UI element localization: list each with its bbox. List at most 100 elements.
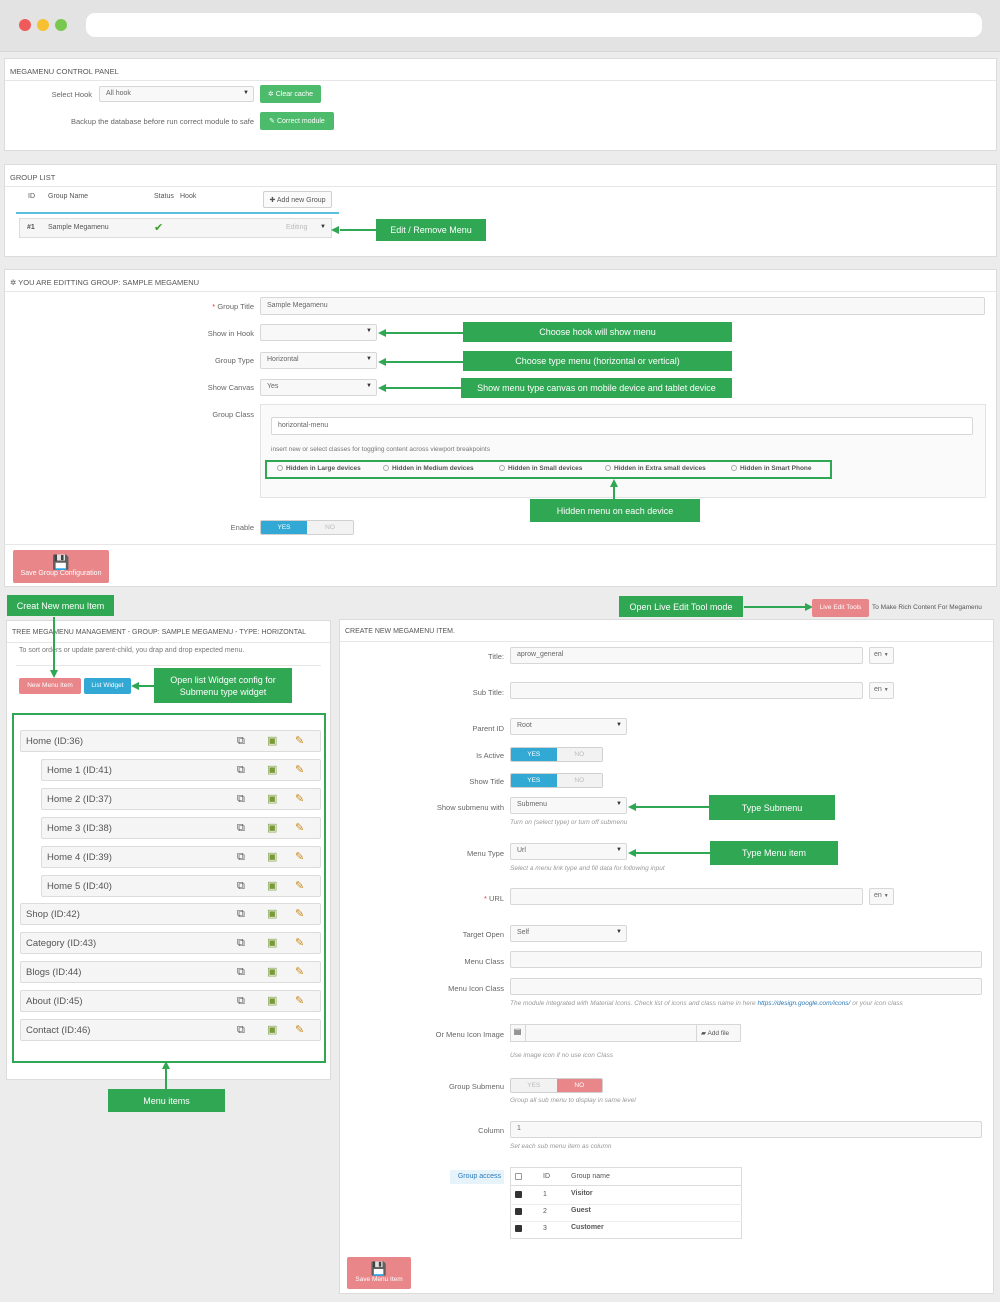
duplicate-icon[interactable]: ⧉ (237, 995, 245, 1007)
delete-icon[interactable]: ▣ (267, 880, 278, 892)
show-title-toggle[interactable]: YES NO (510, 773, 603, 788)
edit-pencil-icon[interactable]: ✎ (295, 793, 305, 805)
save-group-configuration-button[interactable]: 💾 Save Group Configuration (13, 550, 109, 583)
editing-button[interactable]: Editing (286, 224, 308, 231)
duplicate-icon[interactable]: ⧉ (237, 880, 245, 892)
tree-menu-item[interactable]: Shop (ID:42) ⧉ ▣ ✎ (20, 903, 321, 925)
duplicate-icon[interactable]: ⧉ (237, 822, 245, 834)
edit-pencil-icon[interactable]: ✎ (295, 735, 305, 747)
add-new-group-button[interactable]: ✚ Add new Group (263, 191, 332, 208)
access-checkbox[interactable] (515, 1207, 522, 1216)
edit-pencil-icon[interactable]: ✎ (295, 880, 305, 892)
tree-menu-item[interactable]: Home 1 (ID:41) ⧉ ▣ ✎ (41, 759, 321, 781)
list-widget-button[interactable]: List Widget (84, 678, 131, 694)
maximize-window-dot[interactable] (55, 19, 67, 31)
url-lang-select[interactable]: en ▼ (869, 888, 894, 905)
title-lang-select[interactable]: en ▼ (869, 647, 894, 664)
row-actions-dropdown-icon[interactable]: ▼ (320, 224, 326, 230)
edit-pencil-icon[interactable]: ✎ (295, 1024, 305, 1036)
duplicate-icon[interactable]: ⧉ (237, 937, 245, 949)
minimize-window-dot[interactable] (37, 19, 49, 31)
duplicate-icon[interactable]: ⧉ (237, 764, 245, 776)
delete-icon[interactable]: ▣ (267, 1024, 278, 1036)
hidden-large-radio[interactable]: Hidden in Large devices (277, 465, 361, 472)
tree-menu-item[interactable]: About (ID:45) ⧉ ▣ ✎ (20, 990, 321, 1012)
tree-menu-item[interactable]: Home 2 (ID:37) ⧉ ▣ ✎ (41, 788, 321, 810)
subtitle-lang-select[interactable]: en ▼ (869, 682, 894, 699)
delete-icon[interactable]: ▣ (267, 793, 278, 805)
column-input[interactable]: 1 (510, 1121, 982, 1138)
hidden-medium-radio[interactable]: Hidden in Medium devices (383, 465, 474, 472)
enable-toggle[interactable]: YES NO (260, 520, 354, 535)
edit-pencil-icon[interactable]: ✎ (295, 966, 305, 978)
menu-type-select[interactable]: Url ▼ (510, 843, 627, 860)
tree-menu-item[interactable]: Home 4 (ID:39) ⧉ ▣ ✎ (41, 846, 321, 868)
is-active-toggle[interactable]: YES NO (510, 747, 603, 762)
icon-image-input[interactable] (510, 1024, 741, 1042)
subtitle-input[interactable] (510, 682, 863, 699)
duplicate-icon[interactable]: ⧉ (237, 851, 245, 863)
edit-pencil-icon[interactable]: ✎ (295, 851, 305, 863)
delete-icon[interactable]: ▣ (267, 764, 278, 776)
delete-icon[interactable]: ▣ (267, 822, 278, 834)
show-in-hook-select[interactable]: ▼ (260, 324, 377, 341)
show-title-no[interactable]: NO (556, 774, 602, 787)
tree-menu-item[interactable]: Category (ID:43) ⧉ ▣ ✎ (20, 932, 321, 954)
edit-pencil-icon[interactable]: ✎ (295, 822, 305, 834)
menu-class-input[interactable] (510, 951, 982, 968)
hidden-extra-small-radio[interactable]: Hidden in Extra small devices (605, 465, 706, 472)
is-active-yes[interactable]: YES (511, 748, 557, 761)
group-title-input[interactable]: Sample Megamenu (260, 297, 985, 315)
tree-menu-item[interactable]: Blogs (ID:44) ⧉ ▣ ✎ (20, 961, 321, 983)
delete-icon[interactable]: ▣ (267, 995, 278, 1007)
group-submenu-toggle[interactable]: YES NO (510, 1078, 603, 1093)
tree-menu-item[interactable]: Home 5 (ID:40) ⧉ ▣ ✎ (41, 875, 321, 897)
target-open-select[interactable]: Self ▼ (510, 925, 627, 942)
group-submenu-yes[interactable]: YES (511, 1079, 557, 1092)
duplicate-icon[interactable]: ⧉ (237, 966, 245, 978)
hidden-smart-phone-radio[interactable]: Hidden in Smart Phone (731, 465, 812, 472)
edit-pencil-icon[interactable]: ✎ (295, 764, 305, 776)
show-canvas-select[interactable]: Yes ▼ (260, 379, 377, 396)
address-bar[interactable] (86, 13, 982, 37)
group-submenu-no[interactable]: NO (556, 1079, 602, 1092)
duplicate-icon[interactable]: ⧉ (237, 735, 245, 747)
edit-pencil-icon[interactable]: ✎ (295, 937, 305, 949)
parent-id-select[interactable]: Root ▼ (510, 718, 627, 735)
access-checkbox[interactable] (515, 1224, 522, 1233)
group-class-input[interactable]: horizontal-menu (271, 417, 973, 435)
add-file-button[interactable]: ▰ Add file (696, 1024, 741, 1042)
duplicate-icon[interactable]: ⧉ (237, 908, 245, 920)
show-submenu-select[interactable]: Submenu ▼ (510, 797, 627, 814)
close-window-dot[interactable] (19, 19, 31, 31)
delete-icon[interactable]: ▣ (267, 908, 278, 920)
duplicate-icon[interactable]: ⧉ (237, 1024, 245, 1036)
save-menu-item-button[interactable]: 💾 Save Menu Item (347, 1257, 411, 1289)
title-input[interactable]: aprow_general (510, 647, 863, 664)
is-active-no[interactable]: NO (556, 748, 602, 761)
enable-no[interactable]: NO (307, 521, 353, 534)
tree-menu-item[interactable]: Contact (ID:46) ⧉ ▣ ✎ (20, 1019, 321, 1041)
url-input[interactable] (510, 888, 863, 905)
tree-menu-item[interactable]: Home 3 (ID:38) ⧉ ▣ ✎ (41, 817, 321, 839)
delete-icon[interactable]: ▣ (267, 735, 278, 747)
show-title-yes[interactable]: YES (511, 774, 557, 787)
correct-module-button[interactable]: ✎ Correct module (260, 112, 334, 130)
delete-icon[interactable]: ▣ (267, 937, 278, 949)
menu-icon-class-input[interactable] (510, 978, 982, 995)
tree-menu-item[interactable]: Home (ID:36) ⧉ ▣ ✎ (20, 730, 321, 752)
delete-icon[interactable]: ▣ (267, 966, 278, 978)
material-icons-link[interactable]: https://design.google.com/icons/ (757, 1000, 851, 1007)
delete-icon[interactable]: ▣ (267, 851, 278, 863)
duplicate-icon[interactable]: ⧉ (237, 793, 245, 805)
select-all-checkbox[interactable] (515, 1172, 522, 1181)
group-type-select[interactable]: Horizontal ▼ (260, 352, 377, 369)
edit-pencil-icon[interactable]: ✎ (295, 908, 305, 920)
clear-cache-button[interactable]: ✲ Clear cache (260, 85, 321, 103)
live-edit-tools-button[interactable]: Live Edit Tools (812, 599, 869, 617)
edit-pencil-icon[interactable]: ✎ (295, 995, 305, 1007)
enable-yes[interactable]: YES (261, 521, 307, 534)
access-checkbox[interactable] (515, 1190, 522, 1199)
new-menu-item-button[interactable]: New Menu Item (19, 678, 81, 694)
select-hook-dropdown[interactable]: All hook ▼ (99, 86, 254, 102)
